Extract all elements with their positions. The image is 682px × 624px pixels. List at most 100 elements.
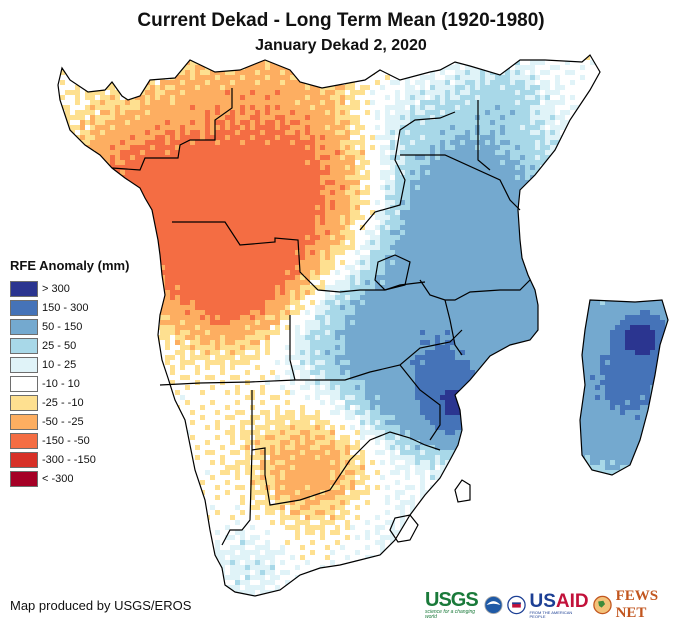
raster-cell [130,225,135,230]
raster-cell [270,105,275,110]
raster-cell [255,65,260,70]
raster-cell [135,285,140,290]
raster-cell [200,70,205,75]
raster-cell [195,275,200,280]
raster-cell [330,255,335,260]
raster-cell [435,225,440,230]
raster-cell [180,205,185,210]
raster-cell [485,265,490,270]
raster-cell [70,90,75,95]
raster-cell [405,80,410,85]
raster-cell [505,230,510,235]
raster-cell [495,210,500,215]
raster-cell [395,100,400,105]
raster-cell [445,200,450,205]
raster-cell [435,240,440,245]
raster-cell [190,295,195,300]
raster-cell [240,180,245,185]
raster-cell [495,265,500,270]
raster-cell [185,75,190,80]
raster-cell [445,295,450,300]
raster-cell [595,260,600,265]
raster-cell [500,195,505,200]
raster-cell [315,165,320,170]
raster-cell [220,150,225,155]
raster-cell [240,260,245,265]
raster-cell [370,55,375,60]
raster-cell [425,290,430,295]
raster-cell [450,125,455,130]
raster-cell [265,85,270,90]
raster-cell [445,100,450,105]
raster-cell [215,250,220,255]
raster-cell [160,240,165,245]
raster-cell [115,160,120,165]
raster-cell [470,190,475,195]
raster-cell [125,130,130,135]
raster-cell [235,195,240,200]
raster-cell [455,290,460,295]
raster-cell [530,75,535,80]
raster-cell [150,245,155,250]
raster-cell [180,180,185,185]
raster-cell [640,200,645,205]
raster-cell [505,130,510,135]
raster-cell [550,115,555,120]
raster-cell [70,160,75,165]
raster-cell [300,70,305,75]
raster-cell [255,110,260,115]
raster-cell [540,265,545,270]
raster-cell [370,290,375,295]
raster-cell [450,245,455,250]
raster-cell [225,280,230,285]
raster-cell [320,80,325,85]
raster-cell [315,145,320,150]
raster-cell [505,215,510,220]
raster-cell [385,290,390,295]
raster-cell [185,235,190,240]
raster-cell [325,120,330,125]
raster-cell [135,105,140,110]
raster-cell [350,150,355,155]
raster-cell [220,130,225,135]
raster-cell [540,280,545,285]
raster-cell [215,265,220,270]
raster-cell [520,70,525,75]
raster-cell [500,210,505,215]
raster-cell [345,125,350,130]
raster-cell [470,220,475,225]
raster-cell [370,255,375,260]
raster-cell [280,100,285,105]
raster-cell [240,110,245,115]
raster-cell [455,85,460,90]
raster-cell [210,195,215,200]
raster-cell [525,170,530,175]
raster-cell [345,140,350,145]
raster-cell [385,65,390,70]
raster-cell [445,150,450,155]
raster-cell [170,235,175,240]
raster-cell [260,90,265,95]
raster-cell [310,180,315,185]
raster-cell [495,130,500,135]
raster-cell [510,245,515,250]
raster-cell [415,240,420,245]
raster-cell [290,290,295,295]
raster-cell [505,210,510,215]
raster-cell [595,230,600,235]
raster-cell [285,180,290,185]
raster-cell [115,150,120,155]
raster-cell [225,265,230,270]
raster-cell [340,170,345,175]
raster-cell [435,145,440,150]
raster-cell [320,140,325,145]
raster-cell [520,145,525,150]
raster-cell [555,175,560,180]
raster-cell [465,95,470,100]
raster-cell [460,175,465,180]
raster-cell [120,225,125,230]
raster-cell [390,200,395,205]
raster-cell [630,265,635,270]
raster-cell [220,190,225,195]
raster-cell [145,75,150,80]
